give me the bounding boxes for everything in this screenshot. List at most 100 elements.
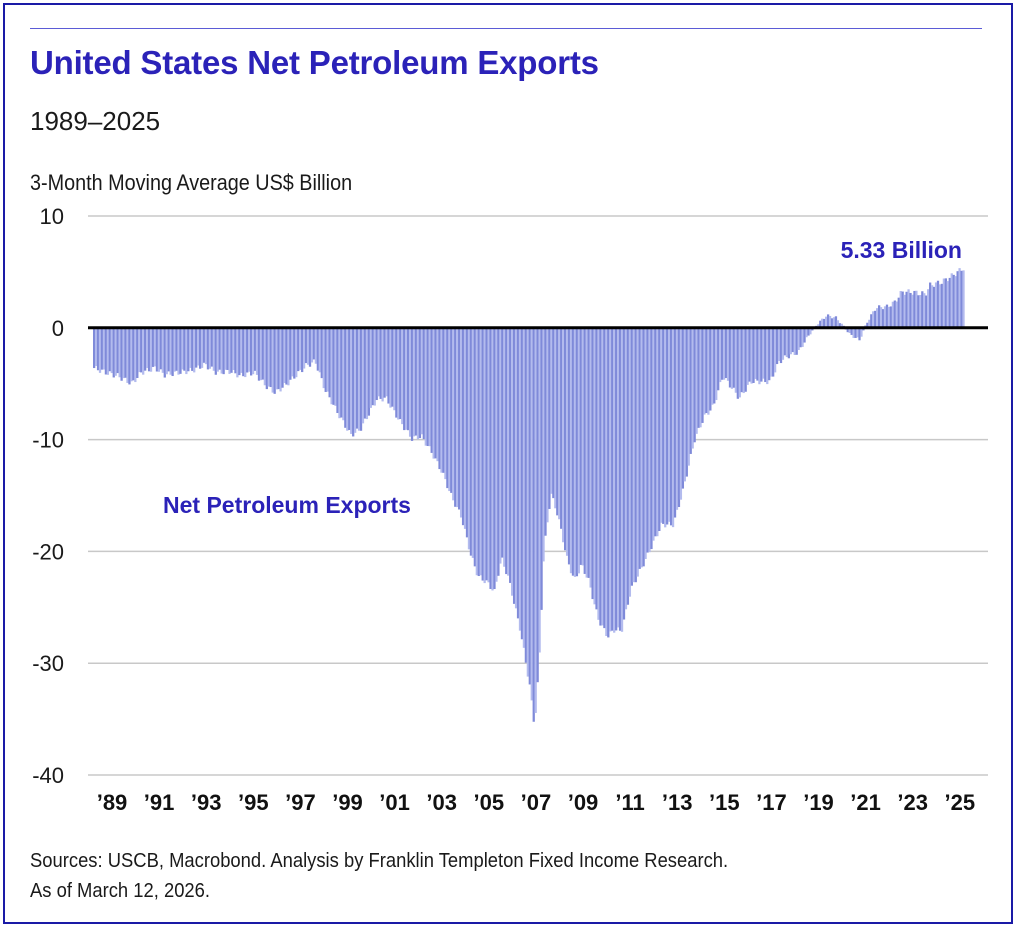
bar — [136, 327, 139, 379]
bar — [764, 327, 767, 383]
bar — [295, 327, 298, 378]
x-tick-label: ’23 — [897, 790, 928, 815]
bar — [554, 327, 557, 509]
bar — [703, 327, 706, 415]
bar — [564, 327, 567, 551]
bar — [836, 320, 840, 328]
bar — [314, 327, 318, 364]
bar — [171, 327, 174, 377]
bar — [618, 327, 622, 631]
bar — [395, 327, 398, 418]
bar — [550, 327, 553, 494]
chart-subtitle: 1989–2025 — [30, 106, 161, 136]
bar — [387, 327, 390, 404]
bar — [122, 327, 125, 379]
bar — [828, 315, 832, 328]
bar — [208, 327, 212, 369]
bar — [242, 327, 245, 377]
bar — [775, 327, 779, 365]
bar — [660, 327, 663, 523]
bar — [479, 327, 482, 576]
bar — [348, 327, 351, 430]
bar — [642, 327, 645, 567]
bar — [493, 327, 496, 590]
bar — [385, 327, 388, 397]
bar — [948, 277, 951, 328]
bar — [397, 327, 400, 420]
bar — [681, 327, 685, 489]
bar — [332, 327, 335, 405]
bar — [238, 327, 241, 376]
bar — [420, 327, 423, 435]
bar — [874, 310, 877, 328]
bar — [365, 327, 369, 420]
x-tick-label: ’07 — [521, 790, 552, 815]
bar — [151, 327, 155, 367]
bar — [942, 278, 946, 328]
bar — [648, 327, 651, 553]
bar — [797, 327, 800, 351]
bar — [858, 327, 861, 341]
bar — [428, 327, 431, 447]
bar — [878, 305, 881, 328]
bar — [548, 327, 551, 509]
bar — [538, 327, 541, 653]
bar — [452, 327, 455, 501]
bar — [742, 327, 745, 394]
bar — [823, 318, 826, 328]
bar — [569, 327, 573, 574]
bar — [391, 327, 394, 407]
bar — [885, 304, 889, 328]
bar — [471, 327, 475, 558]
bar — [691, 327, 694, 449]
bar — [760, 327, 763, 382]
x-tick-label: ’97 — [285, 790, 316, 815]
bar — [750, 327, 753, 384]
bar — [277, 327, 280, 390]
x-tick-label: ’25 — [945, 790, 976, 815]
bar — [609, 327, 612, 632]
bar — [475, 327, 478, 576]
bar — [483, 327, 486, 584]
bar — [766, 327, 769, 385]
bar — [114, 327, 117, 376]
bar — [532, 327, 535, 722]
x-tick-label: ’09 — [568, 790, 599, 815]
bar — [622, 327, 626, 620]
bar — [442, 327, 445, 473]
bar — [785, 327, 789, 358]
x-tick-label: ’95 — [238, 790, 269, 815]
header-rule — [30, 28, 982, 29]
bar — [322, 327, 325, 389]
bar — [893, 300, 896, 328]
bar — [514, 327, 518, 609]
bar — [244, 327, 247, 378]
bar — [302, 327, 306, 369]
bar — [373, 327, 376, 406]
bar — [738, 327, 741, 398]
bar — [522, 327, 526, 648]
x-tick-label: ’13 — [662, 790, 693, 815]
bar — [632, 327, 635, 583]
bar — [907, 289, 910, 328]
bar — [94, 327, 98, 367]
bar — [511, 327, 514, 596]
bar — [102, 327, 106, 370]
bar — [695, 327, 698, 434]
bar — [803, 327, 806, 343]
bar — [212, 327, 215, 371]
bar — [793, 327, 796, 355]
bar — [426, 327, 429, 447]
bar — [705, 327, 708, 414]
bar — [662, 327, 665, 524]
bar — [287, 327, 290, 386]
bar — [228, 327, 231, 374]
bar — [359, 327, 363, 431]
bar — [206, 327, 210, 370]
bar — [789, 327, 792, 355]
bar — [501, 327, 504, 558]
bar — [638, 327, 641, 569]
bar — [722, 327, 726, 380]
bar — [734, 327, 737, 393]
x-tick-label: ’99 — [332, 790, 363, 815]
